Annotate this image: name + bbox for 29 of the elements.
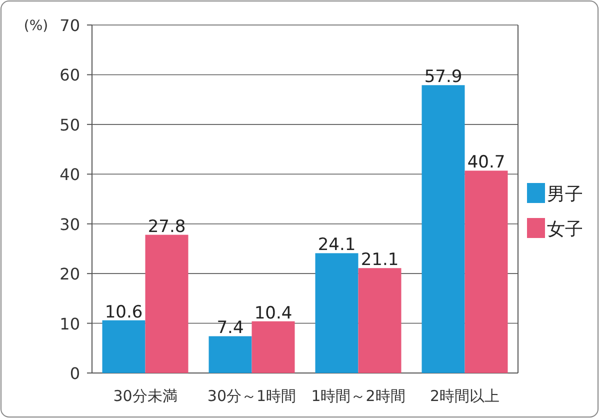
bar — [315, 253, 358, 373]
bar — [358, 268, 402, 373]
y-tick-label: 10 — [60, 314, 80, 334]
x-tick-label: 30分未満 — [113, 387, 178, 405]
legend-label: 女子 — [547, 219, 583, 240]
y-tick-label: 40 — [60, 165, 80, 184]
x-tick-label: 30分～1時間 — [207, 387, 296, 405]
data-label: 21.1 — [360, 250, 399, 270]
x-tick-label: 2時間以上 — [430, 387, 500, 405]
legend-label: 男子 — [547, 184, 583, 205]
bar — [252, 321, 295, 373]
y-tick-label: 50 — [60, 115, 80, 134]
data-label: 7.4 — [216, 318, 244, 338]
y-tick-label: 70 — [60, 16, 80, 35]
x-tick-label: 1時間～2時間 — [311, 387, 406, 405]
y-tick-label: 20 — [60, 264, 80, 284]
data-label: 10.6 — [104, 302, 143, 322]
bar — [422, 85, 465, 373]
data-label: 40.7 — [467, 152, 506, 173]
y-tick-label: 0 — [70, 364, 80, 383]
y-tick-label: 30 — [60, 214, 80, 234]
y-tick-label: 60 — [60, 66, 80, 85]
data-label: 10.4 — [254, 303, 292, 324]
bar — [464, 170, 508, 373]
bar — [102, 320, 146, 373]
bar — [208, 336, 252, 373]
bar — [145, 234, 188, 373]
data-label: 24.1 — [318, 235, 356, 256]
y-axis-title: (%) — [24, 18, 48, 34]
